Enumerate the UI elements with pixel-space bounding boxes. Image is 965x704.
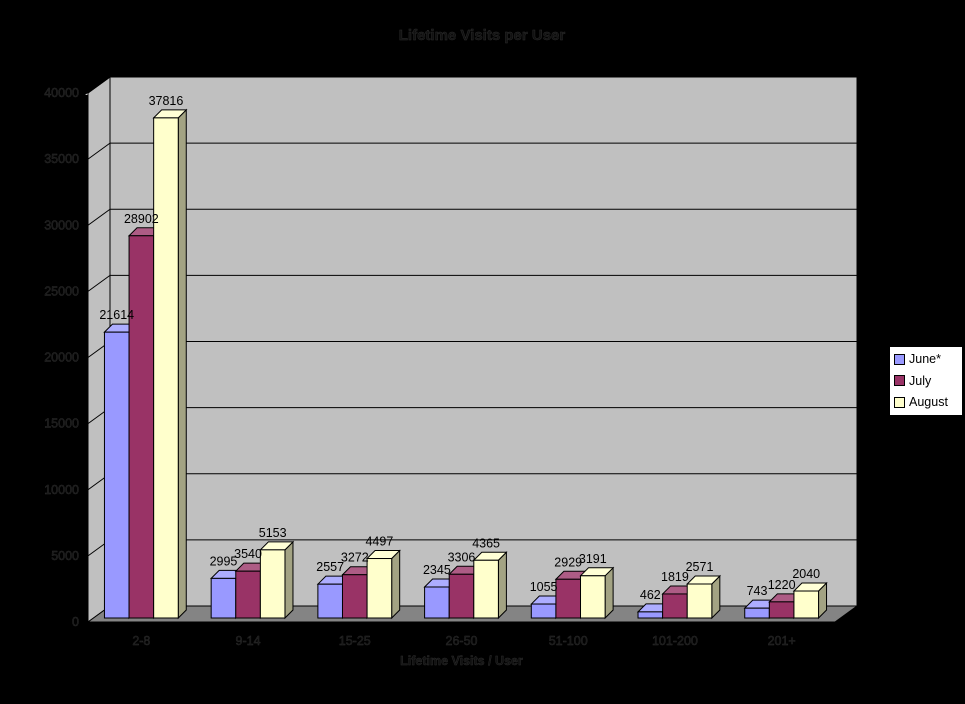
y-tick-label: 25000 [44,284,79,298]
bar-august-4 [579,566,615,620]
bar-value-label: 2345 [423,563,451,577]
bar-front-face [210,577,237,619]
bar-august-5 [686,574,722,620]
bar-value-label: 1220 [768,578,796,592]
bar-front-face [637,611,664,619]
y-tick-label: 30000 [44,218,79,232]
bar-value-label: 743 [747,584,768,598]
gridline-side [87,142,111,160]
bar-front-face [103,331,130,619]
x-axis-labels: 2-8 9-14 15-25 26-50 51-100 101-200 201+ [132,634,796,648]
gridline-side [87,274,111,292]
legend-item-august: August [894,396,960,409]
bar-side-face [177,108,187,620]
bar-front-face [793,590,820,619]
bar-august-1 [259,540,295,620]
y-tick-label: 20000 [44,351,79,365]
bar-value-label: 2557 [316,560,344,574]
bar-value-label: 3540 [234,547,262,561]
y-axis-labels: 0 5000 10000 15000 20000 25000 30000 35000 40000 [44,86,79,629]
y-tick-label: 10000 [44,483,79,497]
bar-front-face [153,117,179,619]
bar-front-face [473,559,499,619]
bar-front-face [662,593,688,619]
bar-august-6 [792,581,828,620]
x-tick-label: 26-50 [446,634,478,648]
bar-front-face [768,601,795,619]
bar-front-face [128,235,155,619]
bar-front-face [448,573,475,619]
x-tick-label: 51-100 [549,634,588,648]
x-tick-label: 15-25 [339,634,371,648]
bar-front-face [424,586,450,619]
bar-value-label: 1819 [661,570,689,584]
bar-value-label: 2929 [554,555,582,569]
legend-swatch-august [894,396,905,408]
legend-swatch-june [894,354,905,366]
bar-value-label: 21614 [99,308,134,322]
bar-value-label: 3306 [448,550,476,564]
bar-august-3 [472,551,508,620]
bar-front-face [530,603,557,619]
bar-side-face [284,540,294,620]
bar-front-face [341,574,368,619]
bar-value-label: 37816 [149,94,184,108]
bar-value-label: 2571 [686,560,714,574]
x-axis-title: Lifetime Visits / User [400,654,523,668]
bar-value-label: 462 [640,588,661,602]
y-tick-label: 15000 [44,417,79,431]
bar-august-2 [365,549,401,620]
bar-front-face [555,578,582,619]
x-tick-label: 101-200 [652,634,698,648]
bar-value-label: 4365 [472,536,500,550]
y-tick-label: 5000 [51,549,79,563]
chart-title: Lifetime Visits per User [399,27,566,44]
legend-item-june: June* [894,353,960,366]
bar-value-label: 3272 [341,551,369,565]
x-tick-label: 9-14 [236,634,261,648]
bar-value-label: 2995 [210,554,238,568]
bar-august-0 [152,108,188,620]
bar-value-label: 2040 [792,567,820,581]
x-tick-label: 201+ [768,634,796,648]
bar-side-face [497,551,507,620]
bar-value-label: 1055 [530,580,558,594]
gridline-side [87,208,111,226]
bar-value-label: 3191 [579,552,607,566]
bar-front-face [366,558,393,619]
bar-value-label: 28902 [124,212,159,226]
bar-side-face [391,549,401,620]
bar-front-face [686,583,713,619]
bar-front-face [744,607,770,619]
y-tick-label: 40000 [44,86,79,100]
legend-swatch-july [894,375,905,387]
x-tick-label: 2-8 [132,634,150,648]
bar-side-face [604,566,614,620]
gridline-side [87,76,111,94]
bar-front-face [317,583,343,619]
bar-value-label: 5153 [259,526,287,540]
legend-label-august: August [909,395,948,410]
y-tick-label: 35000 [44,152,79,166]
legend-item-july: July [894,375,960,388]
bar-front-face [259,549,286,619]
y-tick-label: 0 [72,615,79,629]
bar-front-face [235,570,261,619]
legend-label-june: June* [909,352,941,367]
legend-label-july: July [909,373,932,388]
bar-front-face [580,575,606,619]
bars [103,108,828,620]
legend: June* July August [889,346,963,416]
bar-value-label: 4497 [365,535,393,549]
